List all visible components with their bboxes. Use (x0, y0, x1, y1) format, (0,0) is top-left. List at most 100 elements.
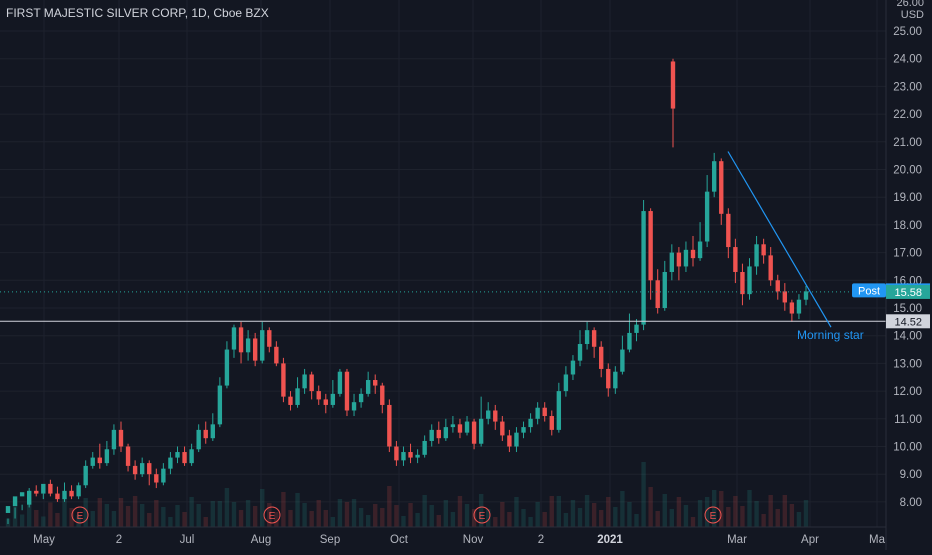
candle-body (210, 424, 215, 439)
volume-bar (493, 517, 498, 527)
candle-body (422, 440, 427, 455)
volume-bar (634, 514, 639, 527)
candle-body (620, 349, 625, 372)
volume-bar (408, 503, 413, 527)
x-tick-label: Aug (251, 534, 271, 546)
volume-bar (252, 506, 258, 527)
y-tick-label: 9.00 (900, 469, 922, 481)
candle-body (90, 457, 95, 466)
y-tick-label: 10.00 (893, 442, 922, 454)
y-tick-label: 25.00 (893, 26, 922, 38)
volume-bar (90, 511, 95, 527)
candle-body (97, 457, 102, 464)
candle-body (493, 410, 498, 422)
earnings-marker[interactable]: E (71, 506, 89, 524)
earnings-marker[interactable]: E (473, 506, 491, 524)
candle-body (514, 432, 519, 447)
candle-body (429, 429, 434, 441)
volume-bar (782, 495, 788, 527)
candle-body (55, 493, 60, 500)
x-tick-label: Jul (180, 534, 195, 546)
candle-body (69, 490, 74, 497)
earnings-marker[interactable]: E (704, 506, 722, 524)
volume-bar (394, 505, 399, 527)
candle-body (747, 266, 752, 295)
candle-body (217, 385, 223, 425)
candle-body (161, 468, 166, 483)
volume-bar (754, 501, 759, 527)
volume-bar (330, 517, 336, 527)
candle-body (528, 418, 533, 428)
candle-body (41, 483, 46, 494)
candle-body (26, 490, 32, 505)
earnings-marker-label: E (77, 511, 84, 522)
volume-bar (76, 515, 81, 527)
candle-body (740, 271, 745, 295)
volume-bar (139, 504, 145, 527)
earnings-marker-circle (263, 506, 281, 524)
candle-body (132, 465, 138, 475)
volume-bar (648, 487, 653, 527)
candle-body (252, 338, 258, 361)
candle-body (662, 271, 667, 308)
last-price-value: 15.58 (894, 287, 922, 299)
earnings-marker-label: E (479, 511, 486, 522)
volume-bar (500, 502, 505, 527)
candle-body (125, 446, 131, 466)
volume-bar (344, 502, 350, 527)
candle-body (648, 211, 653, 281)
volume-bar (323, 510, 328, 527)
volume-bar (125, 506, 131, 527)
candle-body (436, 429, 441, 439)
x-tick-label: 2 (116, 534, 122, 546)
candle-body (351, 402, 357, 411)
currency-label[interactable]: 26.00 USD (890, 0, 924, 21)
candle-body (478, 418, 484, 444)
candle-body (761, 244, 766, 256)
earnings-marker-circle (473, 506, 491, 524)
volume-bar (238, 510, 244, 527)
x-tick-label: Mar (727, 534, 747, 546)
candle-body (104, 449, 110, 464)
volume-bar (401, 516, 406, 527)
candle-body (118, 429, 124, 447)
candle-body (719, 161, 724, 214)
volume-bar (507, 512, 512, 527)
candle-body (19, 492, 25, 497)
volume-bar (704, 497, 710, 527)
last-price-bg (886, 284, 930, 299)
earnings-marker-circle (704, 506, 722, 524)
volume-bar (365, 515, 371, 527)
candle-body (288, 396, 293, 405)
volume-bar (182, 512, 187, 527)
y-tick-label: 23.00 (893, 81, 922, 93)
candle-body (697, 241, 703, 259)
candle-body (683, 249, 689, 267)
spike-candle-body (670, 61, 676, 109)
volume-bar (295, 493, 300, 527)
candle-body (147, 463, 152, 475)
volume-bar (620, 491, 625, 527)
candle-body (34, 490, 39, 494)
chart-title: FIRST MAJESTIC SILVER CORP, 1D, Cboe BZX (6, 6, 269, 20)
volume-bar (436, 515, 441, 527)
candle-body (655, 280, 660, 308)
earnings-marker-circle (71, 506, 89, 524)
volume-bar (161, 507, 166, 527)
volume-bar (740, 506, 745, 527)
volume-bar (373, 504, 378, 527)
x-tick-label: 2021 (597, 534, 623, 546)
candle-body (591, 330, 597, 347)
volume-bar (796, 512, 802, 527)
volume-bar (478, 494, 484, 527)
y-tick-label: 13.00 (893, 358, 922, 370)
volume-bar (669, 509, 675, 527)
earnings-marker[interactable]: E (263, 506, 281, 524)
candle-body (613, 371, 618, 389)
volume-bar (132, 496, 138, 527)
morning-star-annotation: Morning star (797, 328, 864, 342)
volume-bar (48, 502, 53, 527)
volume-bar (591, 503, 597, 527)
